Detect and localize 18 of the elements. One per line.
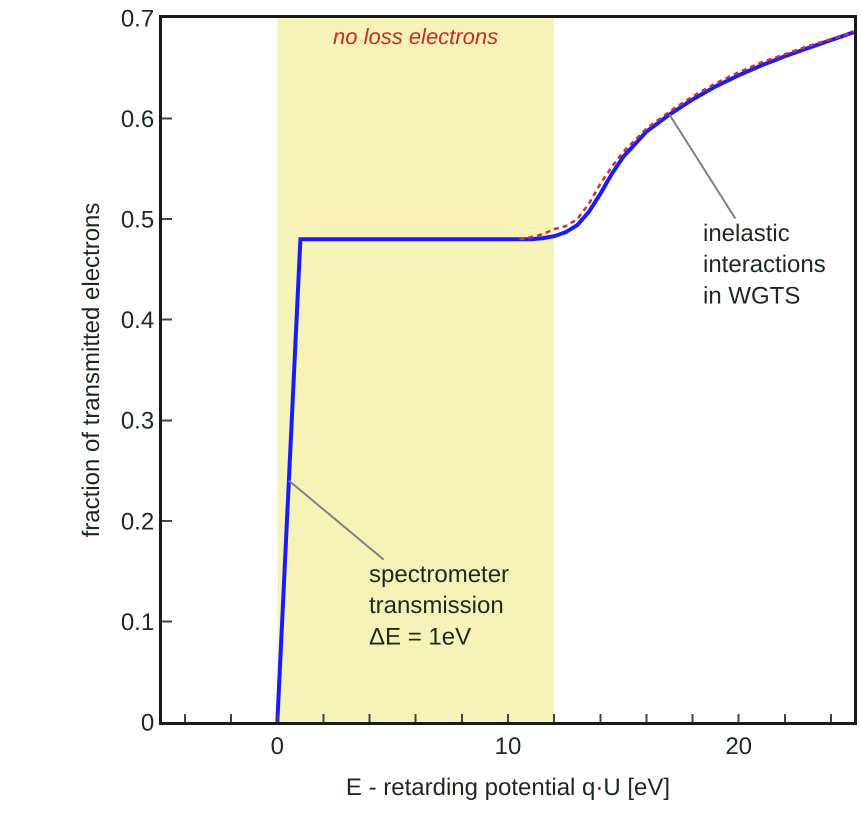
y-axis-title: fraction of transmitted electrons [78,202,105,538]
annotation: inelastic interactions in WGTS [703,220,826,310]
y-tick-label: 0.7 [120,5,154,32]
x-tick-label: 10 [494,732,522,760]
y-tick-label: 0.2 [120,508,154,536]
y-tick-label: 0 [140,709,154,736]
line-series [275,30,854,722]
y-tick-label: 0.6 [120,106,154,133]
y-tick-label: 0.5 [120,206,154,234]
line-series [518,30,854,241]
band-label: no loss electrons [333,24,498,49]
x-axis-title: E - retarding potential q·U [eV] [346,774,670,802]
y-tick-label: 0.3 [120,408,154,435]
x-tick-label: 20 [725,732,752,760]
y-tick-label: 0.1 [120,608,154,636]
annotation: spectrometer transmission ΔE = 1eV [369,561,510,650]
x-tick-label: 0 [270,732,284,760]
y-tick-label: 0.4 [120,307,154,334]
